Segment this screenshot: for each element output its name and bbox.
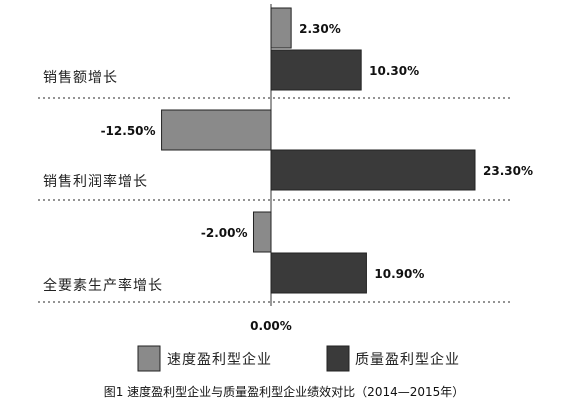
zero-tick-label: 0.00% [250, 319, 292, 333]
data-label: 10.30% [369, 64, 419, 78]
bar [161, 109, 272, 151]
category-label: 全要素生产率增长 [43, 277, 163, 294]
category-label: 销售额增长 [43, 70, 118, 86]
legend-label: 速度盈利型企业 [167, 351, 272, 368]
category-label: 销售利润率增长 [43, 173, 148, 190]
bar [270, 7, 292, 49]
bar [270, 252, 367, 294]
data-label: 2.30% [299, 22, 341, 36]
data-label: -2.00% [201, 226, 248, 240]
chart-caption: 图1 速度盈利型企业与质量盈利型企业绩效对比（2014—2015年） [104, 384, 465, 399]
legend-swatch [137, 345, 161, 372]
bar [252, 211, 272, 253]
data-label: -12.50% [101, 124, 156, 138]
legend-swatch [326, 345, 350, 372]
legend-label: 质量盈利型企业 [355, 351, 460, 368]
bar [270, 49, 362, 91]
data-label: 23.30% [483, 164, 533, 178]
data-label: 10.90% [374, 267, 424, 281]
bar [270, 149, 476, 191]
